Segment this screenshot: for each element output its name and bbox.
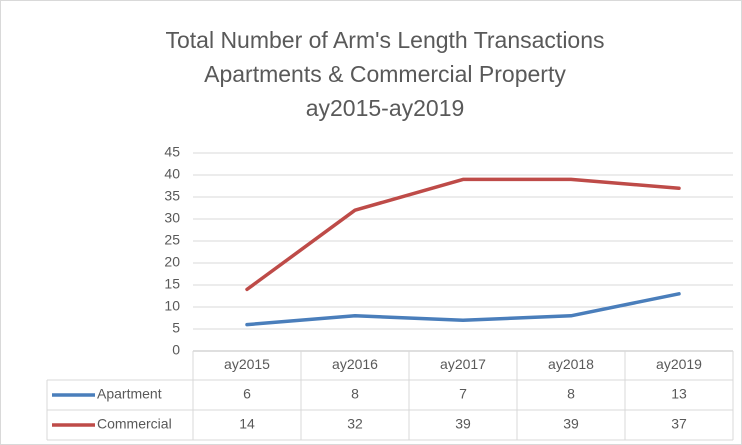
y-tick-label: 5 — [172, 320, 180, 336]
table-value: 39 — [455, 416, 471, 432]
chart-title: Apartments & Commercial Property — [204, 61, 566, 87]
table-value: 32 — [347, 416, 363, 432]
x-tick-label: ay2016 — [332, 356, 378, 372]
y-tick-label: 20 — [164, 254, 180, 270]
table-value: 39 — [563, 416, 579, 432]
series-line — [245, 292, 681, 327]
legend-label: Commercial — [97, 416, 172, 432]
series-line — [245, 177, 681, 292]
y-tick-label: 10 — [164, 298, 180, 314]
legend-label: Apartment — [97, 386, 162, 402]
x-tick-label: ay2015 — [224, 356, 270, 372]
x-tick-label: ay2017 — [440, 356, 486, 372]
y-tick-label: 0 — [172, 342, 180, 358]
table-value: 37 — [671, 416, 687, 432]
x-tick-label: ay2018 — [548, 356, 594, 372]
y-tick-label: 35 — [164, 188, 180, 204]
y-tick-label: 30 — [164, 210, 180, 226]
y-tick-label: 45 — [164, 144, 180, 160]
chart-title: ay2015-ay2019 — [306, 95, 465, 121]
table-value: 7 — [459, 386, 467, 402]
x-tick-label: ay2019 — [656, 356, 702, 372]
chart-title: Total Number of Arm's Length Transaction… — [165, 27, 604, 53]
table-value: 8 — [567, 386, 575, 402]
y-tick-label: 25 — [164, 232, 180, 248]
table-value: 14 — [239, 416, 255, 432]
y-tick-label: 40 — [164, 166, 180, 182]
table-value: 8 — [351, 386, 359, 402]
table-value: 13 — [671, 386, 687, 402]
y-tick-label: 15 — [164, 276, 180, 292]
table-value: 6 — [243, 386, 251, 402]
